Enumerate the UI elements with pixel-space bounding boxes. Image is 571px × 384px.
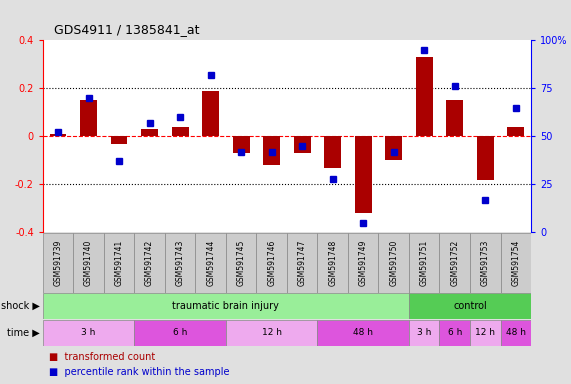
Bar bbox=[294, 136, 311, 153]
Bar bbox=[317, 320, 409, 346]
Bar bbox=[134, 320, 226, 346]
Text: GSM591754: GSM591754 bbox=[511, 240, 520, 286]
Bar bbox=[501, 320, 531, 346]
Bar bbox=[50, 134, 66, 136]
Bar bbox=[172, 127, 188, 136]
Bar bbox=[104, 233, 134, 293]
Bar bbox=[409, 293, 531, 319]
Text: ■  percentile rank within the sample: ■ percentile rank within the sample bbox=[49, 367, 229, 377]
Bar bbox=[385, 136, 402, 161]
Text: shock ▶: shock ▶ bbox=[1, 301, 40, 311]
Text: 48 h: 48 h bbox=[353, 328, 373, 337]
Bar bbox=[80, 100, 97, 136]
Bar bbox=[409, 320, 440, 346]
Text: 48 h: 48 h bbox=[506, 328, 526, 337]
Bar bbox=[447, 100, 463, 136]
Text: 6 h: 6 h bbox=[173, 328, 187, 337]
Bar bbox=[508, 127, 524, 136]
Bar bbox=[226, 320, 317, 346]
Bar bbox=[501, 233, 531, 293]
Text: traumatic brain injury: traumatic brain injury bbox=[172, 301, 279, 311]
Bar bbox=[43, 320, 134, 346]
Bar bbox=[470, 233, 501, 293]
Bar bbox=[226, 233, 256, 293]
Bar bbox=[440, 320, 470, 346]
Bar bbox=[263, 136, 280, 165]
Bar bbox=[477, 136, 494, 180]
Text: GSM591741: GSM591741 bbox=[115, 240, 123, 286]
Text: 12 h: 12 h bbox=[262, 328, 282, 337]
Text: GSM591739: GSM591739 bbox=[54, 240, 63, 286]
Bar bbox=[233, 136, 250, 153]
Text: 3 h: 3 h bbox=[82, 328, 96, 337]
Bar bbox=[409, 233, 440, 293]
Bar bbox=[111, 136, 127, 144]
Bar bbox=[73, 233, 104, 293]
Text: GSM591751: GSM591751 bbox=[420, 240, 429, 286]
Text: 3 h: 3 h bbox=[417, 328, 432, 337]
Bar bbox=[416, 57, 433, 136]
Text: time ▶: time ▶ bbox=[7, 328, 40, 338]
Text: GSM591742: GSM591742 bbox=[145, 240, 154, 286]
Bar bbox=[379, 233, 409, 293]
Text: 6 h: 6 h bbox=[448, 328, 462, 337]
Bar bbox=[287, 233, 317, 293]
Text: GDS4911 / 1385841_at: GDS4911 / 1385841_at bbox=[54, 23, 200, 36]
Bar bbox=[348, 233, 379, 293]
Bar bbox=[317, 233, 348, 293]
Bar bbox=[256, 233, 287, 293]
Bar bbox=[324, 136, 341, 167]
Bar bbox=[141, 129, 158, 136]
Bar bbox=[355, 136, 372, 213]
Text: GSM591744: GSM591744 bbox=[206, 240, 215, 286]
Text: GSM591746: GSM591746 bbox=[267, 240, 276, 286]
Text: GSM591748: GSM591748 bbox=[328, 240, 337, 286]
Text: 12 h: 12 h bbox=[475, 328, 495, 337]
Text: GSM591747: GSM591747 bbox=[297, 240, 307, 286]
Text: GSM591740: GSM591740 bbox=[84, 240, 93, 286]
Text: GSM591753: GSM591753 bbox=[481, 240, 490, 286]
Bar bbox=[134, 233, 165, 293]
Bar bbox=[165, 233, 195, 293]
Text: GSM591745: GSM591745 bbox=[236, 240, 246, 286]
Text: GSM591743: GSM591743 bbox=[176, 240, 184, 286]
Bar bbox=[470, 320, 501, 346]
Text: GSM591752: GSM591752 bbox=[451, 240, 459, 286]
Text: GSM591749: GSM591749 bbox=[359, 240, 368, 286]
Bar bbox=[440, 233, 470, 293]
Bar bbox=[195, 233, 226, 293]
Text: ■  transformed count: ■ transformed count bbox=[49, 352, 155, 362]
Bar bbox=[202, 91, 219, 136]
Bar bbox=[43, 233, 73, 293]
Text: control: control bbox=[453, 301, 487, 311]
Text: GSM591750: GSM591750 bbox=[389, 240, 398, 286]
Bar bbox=[43, 293, 409, 319]
